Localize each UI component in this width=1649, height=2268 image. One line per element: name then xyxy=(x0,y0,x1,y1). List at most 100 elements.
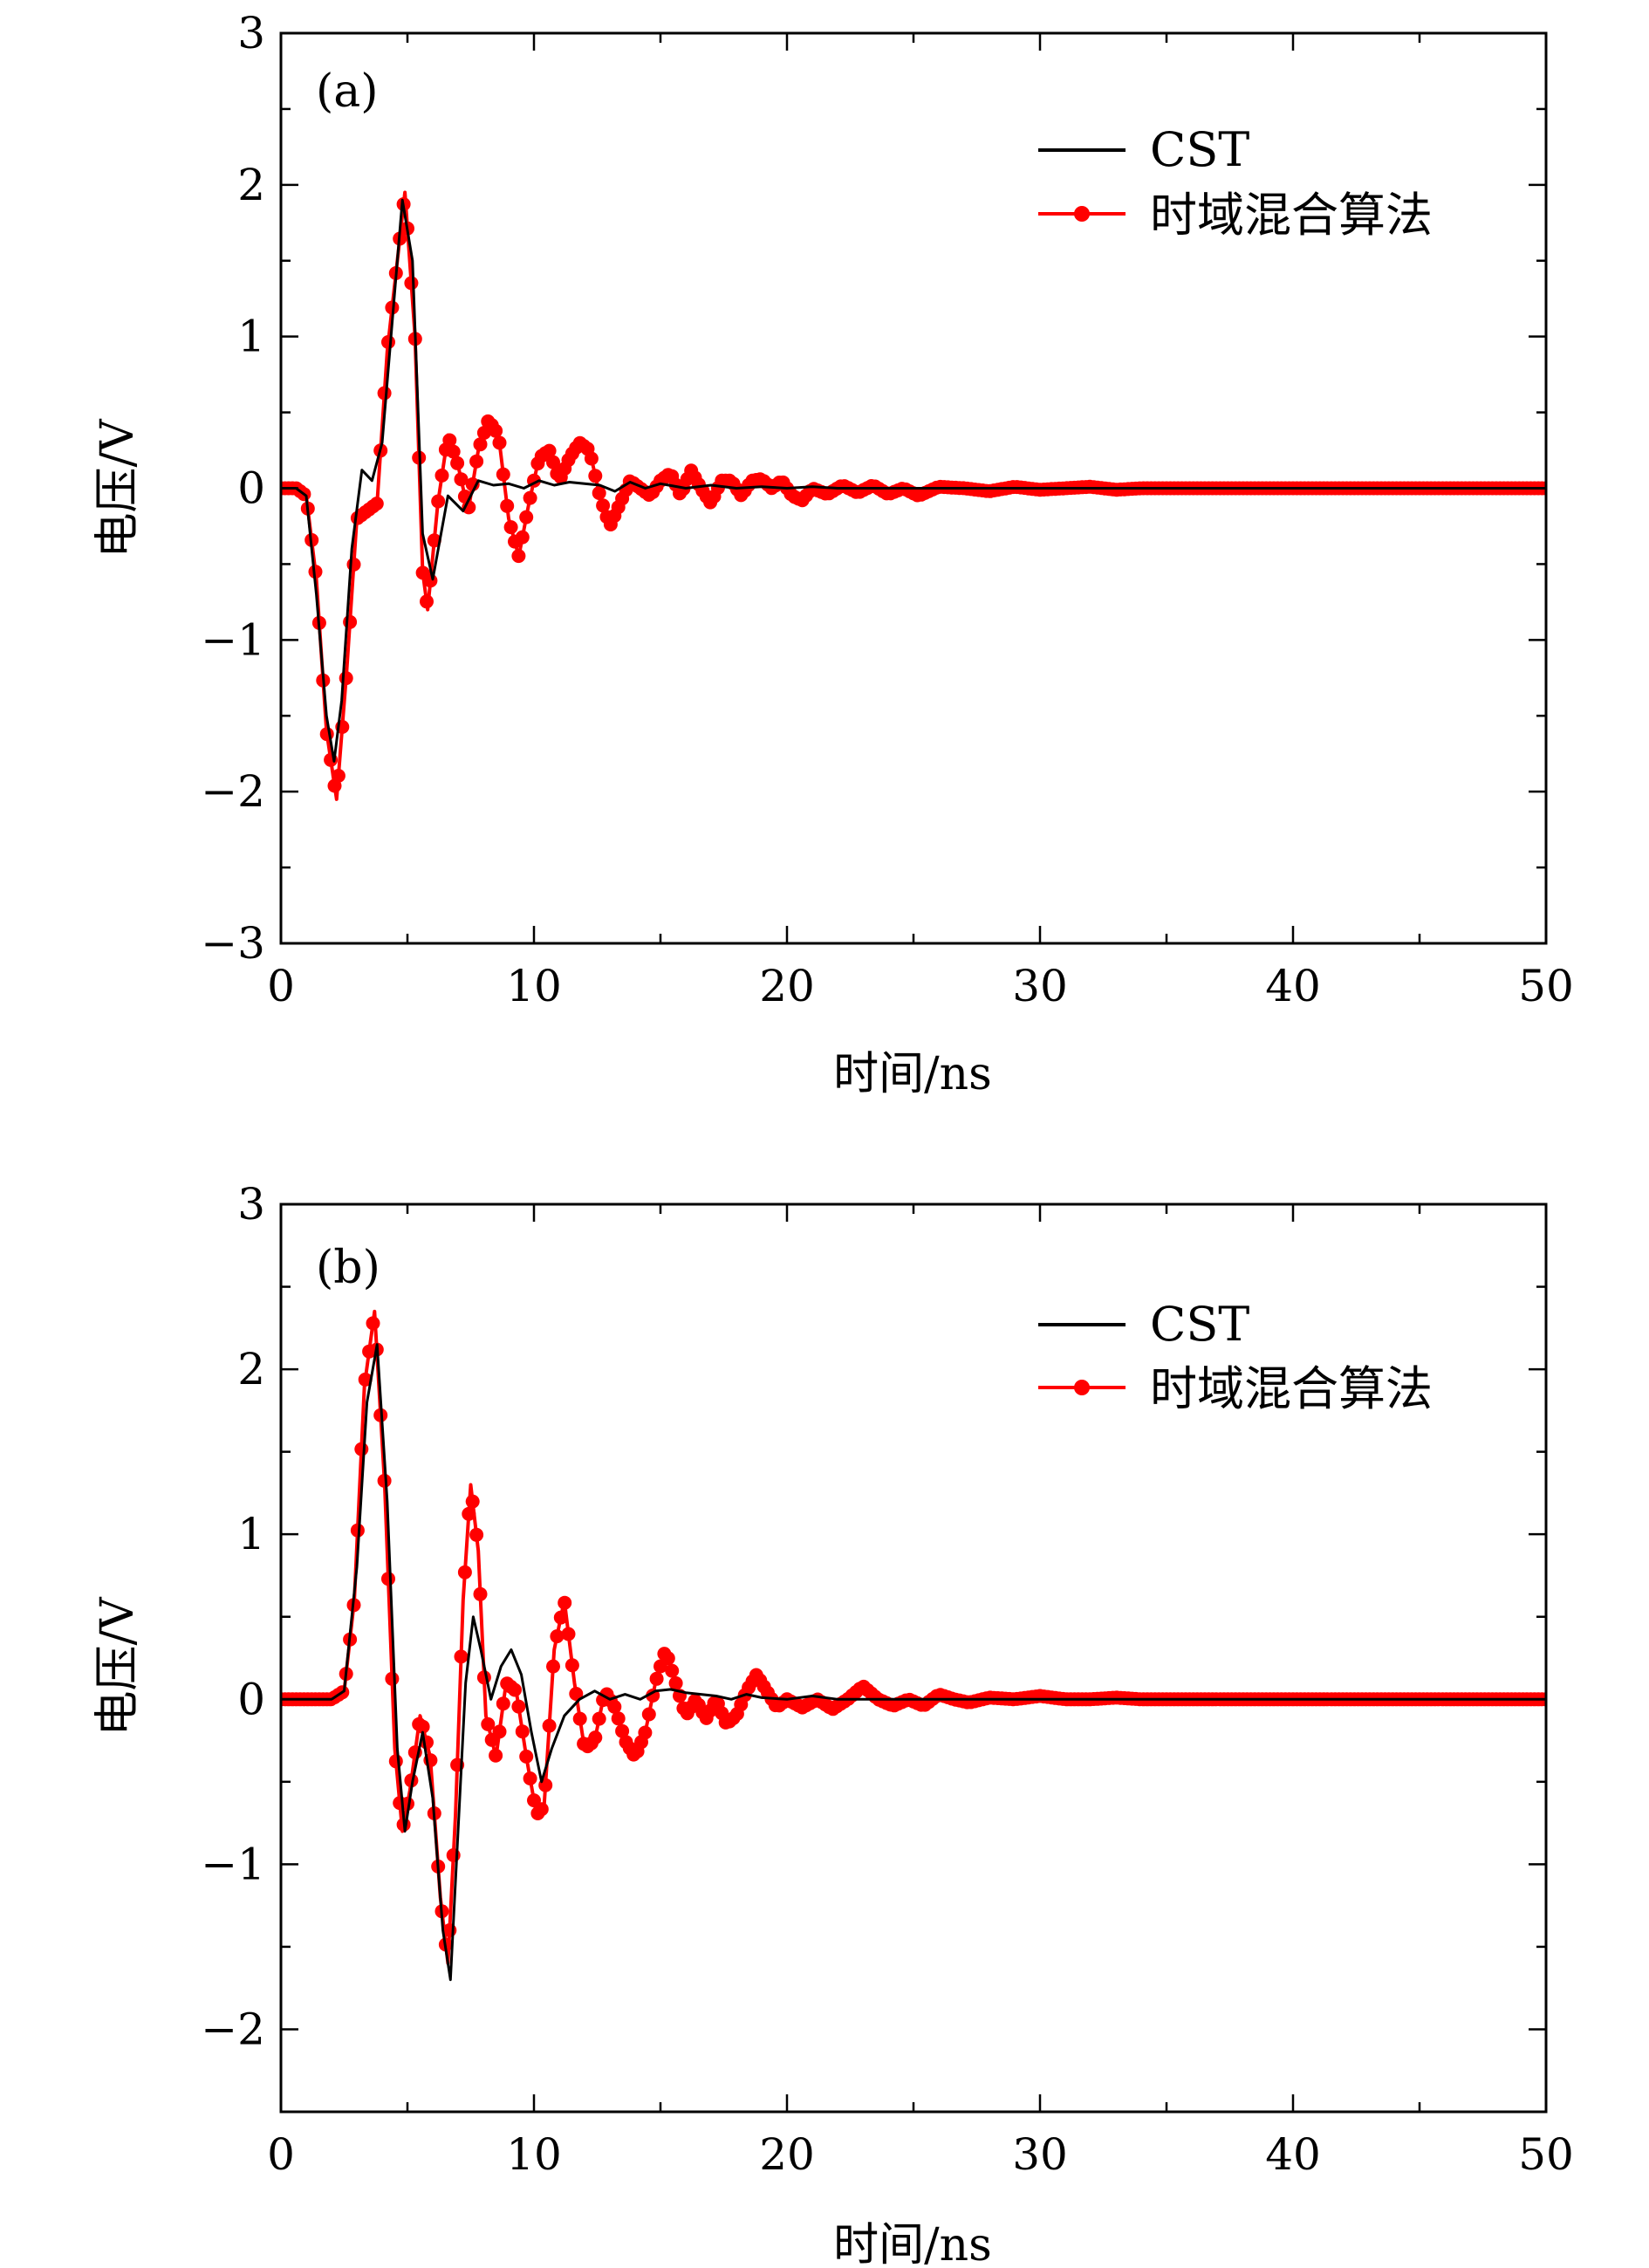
data-point-hybrid xyxy=(558,1595,572,1610)
legend-label-hybrid: 时域混合算法 xyxy=(1150,188,1433,243)
data-point-hybrid xyxy=(546,1659,560,1674)
data-point-hybrid xyxy=(446,444,461,459)
data-point-hybrid xyxy=(615,1723,630,1738)
data-point-hybrid xyxy=(346,557,361,572)
y-tick-label: 3 xyxy=(237,8,265,58)
x-tick-label: 50 xyxy=(1518,961,1574,1011)
data-point-hybrid xyxy=(523,1771,537,1785)
series-layer xyxy=(281,190,1546,801)
legend-marker-hybrid xyxy=(1074,206,1090,222)
data-point-hybrid xyxy=(515,1724,530,1739)
series-layer xyxy=(281,1309,1546,1982)
data-point-hybrid xyxy=(569,1687,584,1701)
data-point-hybrid xyxy=(588,469,603,483)
data-point-hybrid xyxy=(611,1711,626,1726)
data-point-hybrid xyxy=(343,614,358,629)
data-point-hybrid xyxy=(308,565,323,579)
data-point-hybrid xyxy=(434,468,449,483)
data-point-hybrid xyxy=(350,1523,365,1538)
data-point-hybrid xyxy=(534,1802,549,1817)
y-tick-label: 2 xyxy=(237,160,265,210)
y-tick-label: −1 xyxy=(201,614,265,665)
data-point-hybrid xyxy=(649,1671,664,1686)
data-point-hybrid xyxy=(584,451,599,466)
data-point-hybrid xyxy=(454,472,469,487)
data-point-hybrid xyxy=(561,1627,576,1641)
data-point-hybrid xyxy=(442,433,457,448)
data-point-hybrid xyxy=(469,454,484,469)
data-point-hybrid xyxy=(473,437,488,452)
data-point-hybrid xyxy=(489,423,503,438)
legend: CST 时域混合算法 xyxy=(1038,1297,1433,1416)
data-point-hybrid xyxy=(553,1610,568,1625)
data-point-hybrid xyxy=(331,769,346,783)
data-point-hybrid xyxy=(519,1749,534,1764)
data-point-hybrid xyxy=(420,594,434,609)
data-point-hybrid xyxy=(476,1670,491,1685)
x-tick-label: 40 xyxy=(1265,2129,1321,2180)
x-tick-label: 0 xyxy=(267,2129,295,2180)
data-point-hybrid xyxy=(404,276,419,291)
data-point-hybrid xyxy=(339,671,353,686)
x-tick-label: 20 xyxy=(759,961,815,1011)
data-point-hybrid xyxy=(431,494,446,509)
data-point-hybrid xyxy=(588,1730,603,1745)
data-point-hybrid xyxy=(423,573,438,588)
data-point-hybrid xyxy=(457,1565,472,1579)
data-point-hybrid xyxy=(523,490,537,505)
panel-label: (b) xyxy=(316,1242,380,1294)
data-point-hybrid xyxy=(377,1473,392,1488)
y-tick-label: 0 xyxy=(237,463,265,514)
y-tick-label: 0 xyxy=(237,1674,265,1724)
x-tick-label: 10 xyxy=(506,2129,562,2180)
data-point-hybrid xyxy=(508,1682,522,1697)
legend: CST 时域混合算法 xyxy=(1038,122,1433,243)
y-tick-label: 2 xyxy=(237,1344,265,1394)
data-point-hybrid xyxy=(473,1586,488,1601)
x-tick-label: 40 xyxy=(1265,961,1321,1011)
series-line-cst xyxy=(281,198,1546,763)
data-point-hybrid xyxy=(515,530,530,545)
y-tick-label: −2 xyxy=(201,766,265,817)
data-point-hybrid xyxy=(450,456,465,470)
data-point-hybrid xyxy=(354,1442,369,1456)
x-axis-title: 时间/ns xyxy=(833,1048,992,1100)
data-point-hybrid xyxy=(492,435,507,450)
data-point-hybrid xyxy=(469,1527,484,1542)
panel-label: (a) xyxy=(316,65,379,118)
data-point-hybrid xyxy=(503,520,518,535)
data-point-hybrid xyxy=(415,1719,430,1734)
y-axis-title: 电压/V xyxy=(92,418,144,558)
data-point-hybrid xyxy=(377,386,392,401)
x-tick-label: 30 xyxy=(1012,2129,1068,2180)
data-point-hybrid xyxy=(481,1716,496,1731)
data-point-hybrid xyxy=(465,1494,480,1509)
data-point-hybrid xyxy=(592,486,606,500)
data-point-hybrid xyxy=(660,1651,675,1666)
data-point-hybrid xyxy=(542,443,557,458)
data-point-hybrid xyxy=(489,1748,503,1763)
legend-label-cst: CST xyxy=(1150,1297,1249,1352)
data-point-hybrid xyxy=(427,533,441,548)
y-tick-label: −2 xyxy=(201,2004,265,2054)
y-tick-label: 3 xyxy=(237,1179,265,1230)
data-point-hybrid xyxy=(385,1671,400,1686)
legend-marker-hybrid xyxy=(1074,1380,1090,1395)
data-point-hybrid xyxy=(366,1316,380,1331)
data-point-hybrid xyxy=(665,1663,680,1678)
data-point-hybrid xyxy=(385,300,400,315)
data-point-hybrid xyxy=(496,467,510,482)
data-point-hybrid xyxy=(492,1724,507,1739)
data-point-hybrid xyxy=(381,1572,395,1586)
data-point-hybrid xyxy=(511,549,526,564)
chart-panel-a: (a) 时间/ns 电压/V CST 时域混合算法 0 10 20 30 40 50−3−… xyxy=(92,8,1574,1100)
series-line-cst xyxy=(281,1343,1546,1982)
data-point-hybrid xyxy=(500,498,515,513)
data-point-hybrid xyxy=(572,1711,587,1726)
y-tick-label: −1 xyxy=(201,1839,265,1889)
data-point-hybrid xyxy=(546,455,560,469)
data-point-hybrid xyxy=(381,335,395,349)
x-tick-label: 50 xyxy=(1518,2129,1574,2180)
